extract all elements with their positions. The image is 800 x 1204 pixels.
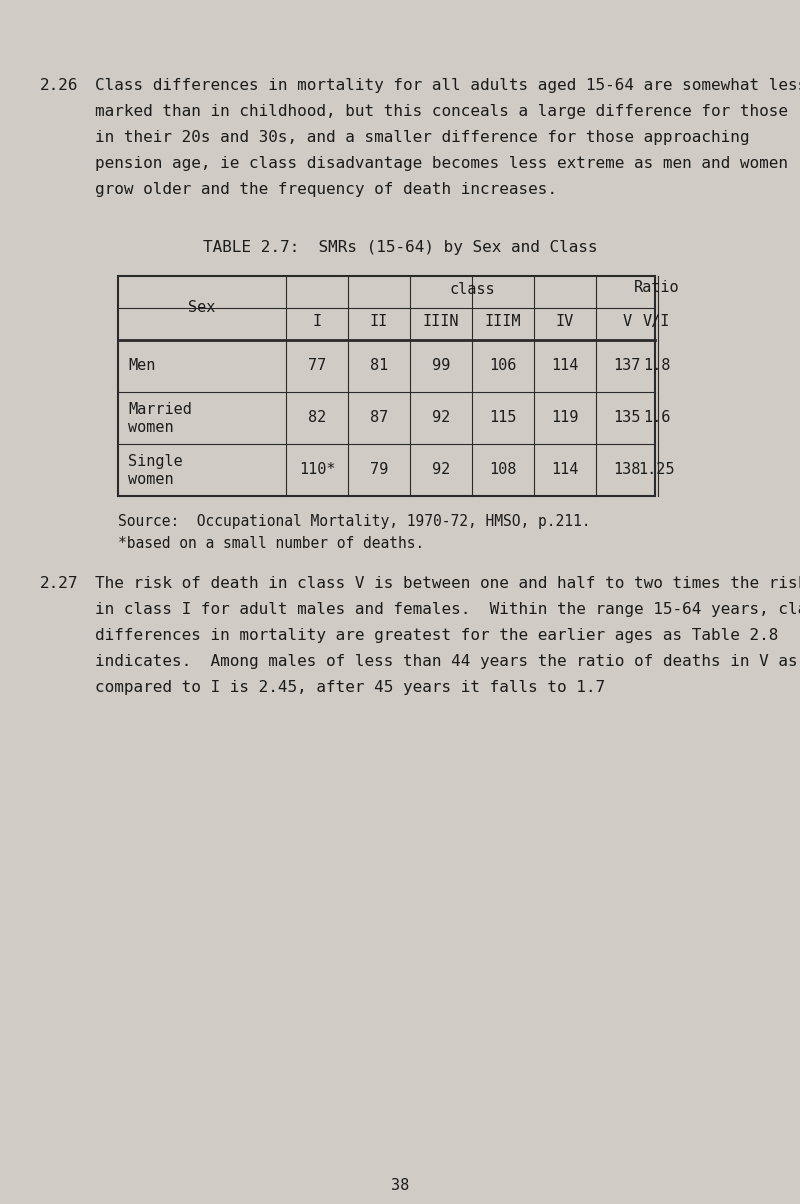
Text: grow older and the frequency of death increases.: grow older and the frequency of death in…	[95, 182, 557, 197]
Text: 92: 92	[432, 411, 450, 425]
Text: TABLE 2.7:  SMRs (15-64) by Sex and Class: TABLE 2.7: SMRs (15-64) by Sex and Class	[202, 240, 598, 255]
Text: 82: 82	[308, 411, 326, 425]
Text: I: I	[313, 314, 322, 329]
Text: 77: 77	[308, 359, 326, 373]
Text: 1.6: 1.6	[643, 411, 670, 425]
Text: 81: 81	[370, 359, 388, 373]
Text: Single: Single	[128, 454, 182, 470]
Text: compared to I is 2.45, after 45 years it falls to 1.7: compared to I is 2.45, after 45 years it…	[95, 680, 605, 695]
Text: Class differences in mortality for all adults aged 15-64 are somewhat less: Class differences in mortality for all a…	[95, 78, 800, 93]
Text: in class I for adult males and females.  Within the range 15-64 years, class: in class I for adult males and females. …	[95, 602, 800, 616]
Text: women: women	[128, 472, 174, 486]
Text: V/I: V/I	[643, 314, 670, 329]
Text: 114: 114	[551, 359, 578, 373]
Text: 1.25: 1.25	[638, 462, 674, 478]
Text: Married: Married	[128, 402, 192, 417]
Text: 138: 138	[614, 462, 641, 478]
Text: 1.8: 1.8	[643, 359, 670, 373]
Text: differences in mortality are greatest for the earlier ages as Table 2.8: differences in mortality are greatest fo…	[95, 628, 778, 643]
Text: IV: IV	[556, 314, 574, 329]
Bar	[118, 276, 655, 496]
Text: class: class	[449, 282, 495, 297]
Text: IIIM: IIIM	[485, 314, 522, 329]
Text: indicates.  Among males of less than 44 years the ratio of deaths in V as: indicates. Among males of less than 44 y…	[95, 654, 798, 669]
Text: *based on a small number of deaths.: *based on a small number of deaths.	[118, 536, 424, 551]
Text: women: women	[128, 420, 174, 435]
Text: 79: 79	[370, 462, 388, 478]
Text: 110*: 110*	[298, 462, 335, 478]
Text: 119: 119	[551, 411, 578, 425]
Text: 99: 99	[432, 359, 450, 373]
Text: 137: 137	[614, 359, 641, 373]
Text: 108: 108	[490, 462, 517, 478]
Text: The risk of death in class V is between one and half to two times the risk: The risk of death in class V is between …	[95, 576, 800, 591]
Text: 135: 135	[614, 411, 641, 425]
Text: 2.26: 2.26	[40, 78, 78, 93]
Text: 115: 115	[490, 411, 517, 425]
Text: 114: 114	[551, 462, 578, 478]
Text: marked than in childhood, but this conceals a large difference for those: marked than in childhood, but this conce…	[95, 104, 788, 119]
Text: IIIN: IIIN	[422, 314, 459, 329]
Text: V: V	[622, 314, 631, 329]
Text: II: II	[370, 314, 388, 329]
Text: 106: 106	[490, 359, 517, 373]
Text: 38: 38	[391, 1178, 409, 1193]
Text: Source:  Occupational Mortality, 1970-72, HMSO, p.211.: Source: Occupational Mortality, 1970-72,…	[118, 514, 590, 529]
Text: 2.27: 2.27	[40, 576, 78, 591]
Text: 92: 92	[432, 462, 450, 478]
Text: Sex: Sex	[188, 301, 216, 315]
Text: pension age, ie class disadvantage becomes less extreme as men and women: pension age, ie class disadvantage becom…	[95, 157, 788, 171]
Text: Ratio: Ratio	[634, 281, 679, 295]
Text: in their 20s and 30s, and a smaller difference for those approaching: in their 20s and 30s, and a smaller diff…	[95, 130, 750, 144]
Text: Men: Men	[128, 359, 155, 373]
Text: 87: 87	[370, 411, 388, 425]
